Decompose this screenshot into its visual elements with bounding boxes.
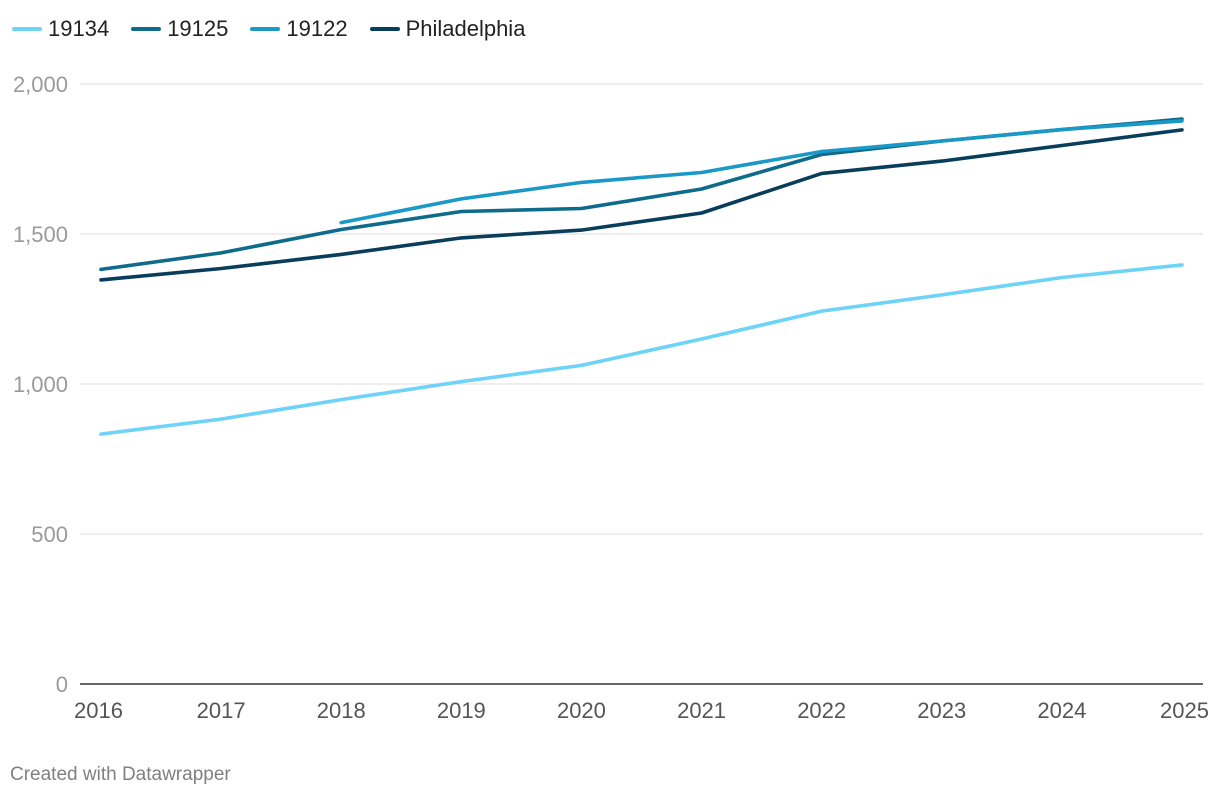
- x-tick-label-2018: 2018: [317, 698, 366, 723]
- chart-legend: 19134 19125 19122 Philadelphia: [12, 14, 547, 44]
- x-tick-label-2023: 2023: [917, 698, 966, 723]
- x-tick-label-2017: 2017: [197, 698, 246, 723]
- y-tick-label-500: 500: [31, 522, 68, 547]
- y-tick-label-1000: 1,000: [13, 372, 68, 397]
- x-tick-label-2024: 2024: [1037, 698, 1086, 723]
- legend-label-19122: 19122: [286, 16, 348, 41]
- series-line-19125: [99, 117, 1184, 272]
- x-tick-label-2021: 2021: [677, 698, 726, 723]
- y-tick-label-1500: 1,500: [13, 222, 68, 247]
- series-line-19134: [99, 263, 1184, 436]
- legend-swatch-19125: [131, 27, 162, 31]
- x-tick-label-2019: 2019: [437, 698, 486, 723]
- series-line-19122: [339, 119, 1184, 225]
- x-tick-label-2016: 2016: [74, 698, 123, 723]
- legend-label-19134: 19134: [48, 16, 110, 41]
- y-tick-label-2000: 2,000: [13, 72, 68, 97]
- series-line-philadelphia: [99, 128, 1184, 282]
- legend-item-philadelphia: Philadelphia: [369, 14, 526, 44]
- legend-item-19125: 19125: [131, 14, 228, 44]
- x-tick-label-2022: 2022: [797, 698, 846, 723]
- datawrapper-credit: Created with Datawrapper: [10, 764, 231, 785]
- legend-swatch-19134: [12, 27, 42, 31]
- legend-label-19125: 19125: [167, 16, 229, 41]
- legend-label-philadelphia: Philadelphia: [405, 16, 526, 41]
- legend-swatch-philadelphia: [369, 27, 400, 31]
- legend-item-19134: 19134: [12, 14, 109, 44]
- x-tick-label-2025: 2025: [1160, 698, 1209, 723]
- legend-item-19122: 19122: [250, 14, 348, 44]
- legend-swatch-19122: [250, 27, 281, 31]
- y-tick-label-0: 0: [56, 672, 68, 697]
- x-tick-label-2020: 2020: [557, 698, 606, 723]
